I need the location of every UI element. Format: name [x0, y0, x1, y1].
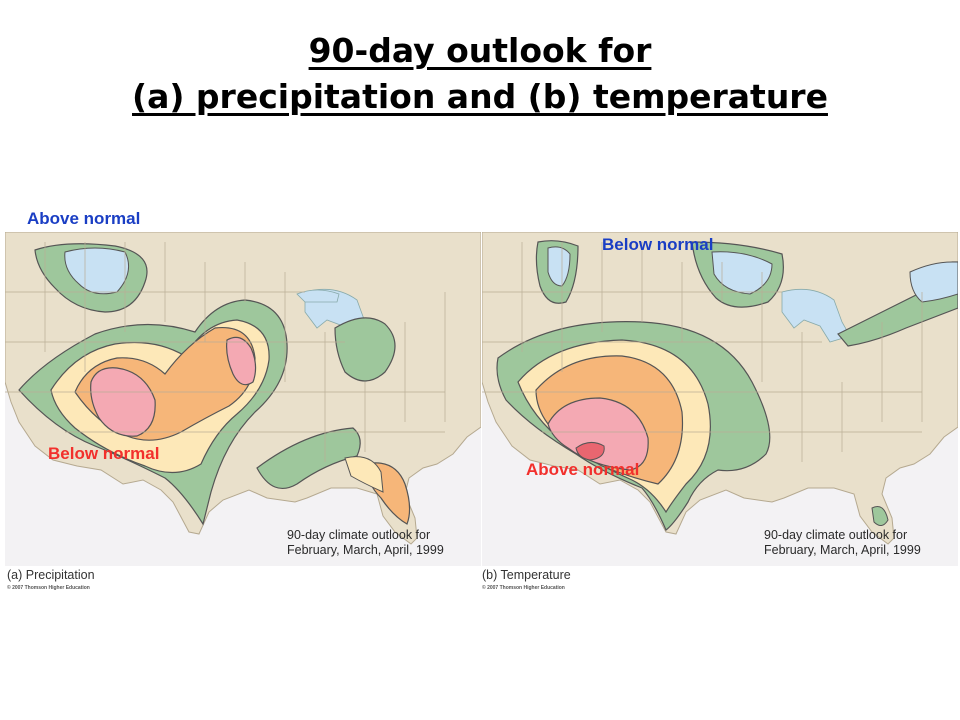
southwest-dry-pink-2 [226, 336, 257, 386]
page-title: 90-day outlook for (a) precipitation and… [0, 28, 960, 120]
great-lakes [781, 288, 851, 343]
southwest-warm-red [575, 442, 605, 461]
great-lakes-wet-zone [334, 317, 396, 382]
southwest-dry-pink-1 [90, 367, 156, 437]
copyright-a: © 2007 Thomson Higher Education [7, 585, 90, 591]
callout-above-normal-a: Above normal [27, 209, 141, 228]
northwest-cold-blue [547, 246, 571, 287]
title-line-1: 90-day outlook for [308, 31, 652, 70]
northern-plains-blue [711, 251, 773, 295]
caption-line-1: 90-day climate outlook for [764, 528, 908, 542]
title-line-2: (a) precipitation and (b) temperature [132, 77, 828, 116]
precipitation-map-svg [5, 232, 481, 545]
temperature-map: 90-day climate outlook for February, Mar… [482, 232, 958, 566]
florida-cold-zone [871, 506, 889, 526]
florida-dry-light [344, 456, 384, 493]
caption-line-2: February, March, April, 1999 [287, 543, 444, 557]
map-caption-a: 90-day climate outlook for February, Mar… [287, 528, 444, 558]
panel-label-a: (a) Precipitation [7, 568, 95, 582]
state-borders [5, 242, 446, 462]
callout-below-normal-b: Below normal [602, 235, 714, 254]
copyright-b: © 2007 Thomson Higher Education [482, 585, 565, 591]
southeast-wet-zone [256, 427, 361, 489]
caption-line-1: 90-day climate outlook for [287, 528, 431, 542]
map-caption-b: 90-day climate outlook for February, Mar… [764, 528, 921, 558]
callout-below-normal-a: Below normal [48, 444, 160, 463]
temperature-map-svg [482, 232, 958, 545]
state-borders [482, 242, 923, 462]
southwest-warm-pink [547, 397, 649, 471]
caption-line-2: February, March, April, 1999 [764, 543, 921, 557]
panel-label-b: (b) Temperature [482, 568, 571, 582]
callout-above-normal-b: Above normal [526, 460, 640, 479]
precipitation-map: 90-day climate outlook for February, Mar… [5, 232, 481, 566]
